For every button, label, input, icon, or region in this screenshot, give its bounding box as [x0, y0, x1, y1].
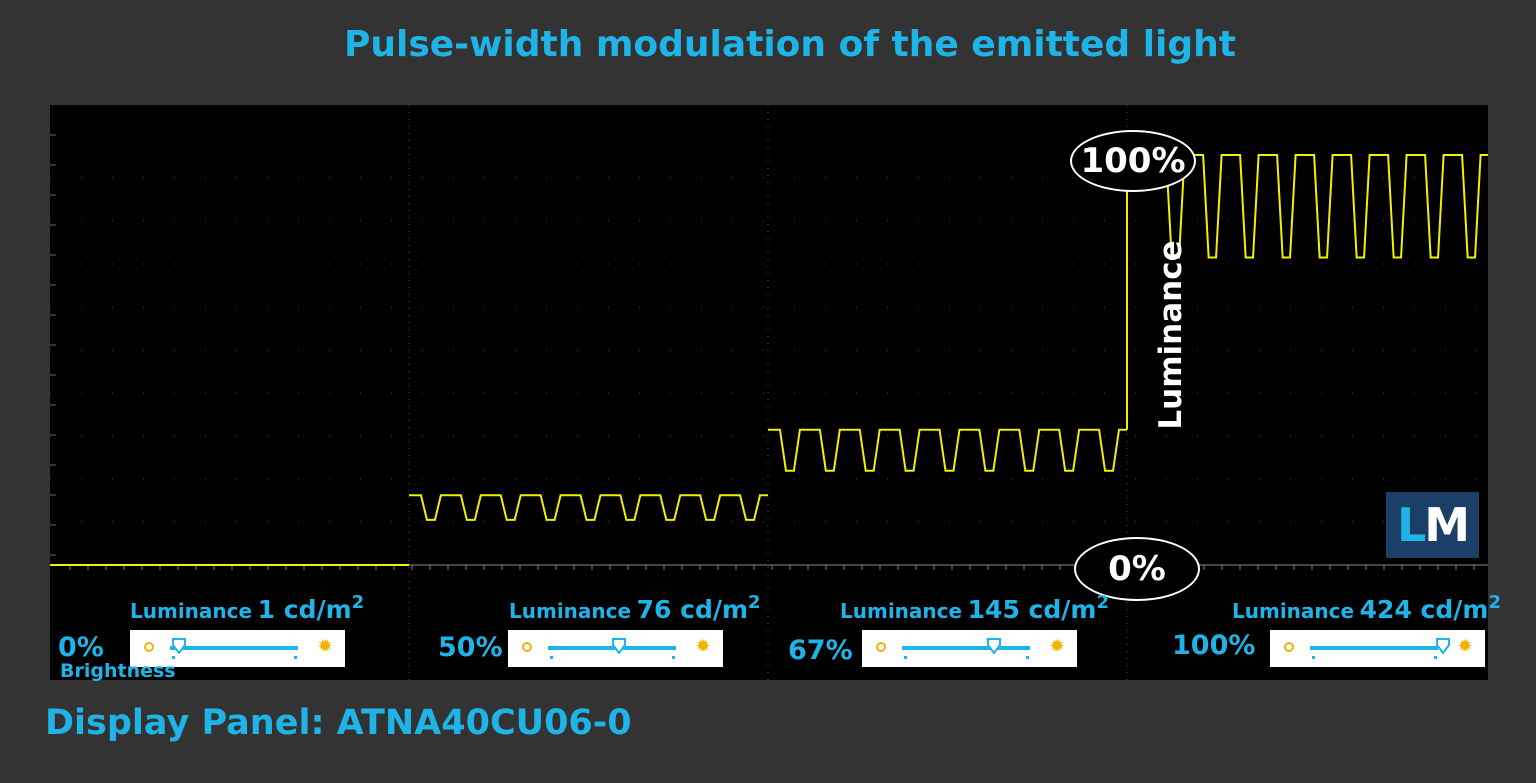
luminance-word: Luminance	[130, 599, 253, 623]
slider-tick	[294, 656, 297, 659]
y-axis-label: Luminance	[1153, 240, 1189, 430]
oscilloscope-plot: Luminance 100% 0% LM Luminance 1 cd/m2 0…	[50, 105, 1501, 682]
brightness-percent-3: 100%	[1172, 630, 1256, 661]
low-brightness-icon	[144, 642, 154, 652]
luminance-label-0: Luminance 1 cd/m2	[130, 591, 365, 624]
brightness-percent-0: 0%	[58, 632, 104, 663]
brightness-slider-1: ✹	[508, 630, 723, 667]
luminance-word: Luminance	[840, 599, 963, 623]
trace-segment-2	[768, 428, 1127, 472]
lm-logo: LM	[1386, 492, 1479, 558]
luminance-value: 145 cd/m	[967, 595, 1097, 624]
slider-tick	[904, 656, 907, 659]
slider-track	[548, 646, 676, 650]
high-brightness-icon: ✹	[1457, 636, 1473, 657]
slider-track	[1310, 646, 1438, 650]
luminance-label-3: Luminance 424 cd/m2	[1232, 591, 1501, 624]
brightness-caption: Brightness	[60, 660, 176, 682]
low-brightness-icon	[522, 642, 532, 652]
trace-segment-3	[1126, 154, 1488, 430]
slider-tick	[172, 656, 175, 659]
brightness-percent-2: 67%	[788, 635, 853, 666]
luminance-label-1: Luminance 76 cd/m2	[509, 591, 761, 624]
unit-exponent: 2	[1488, 591, 1501, 613]
unit-exponent: 2	[748, 591, 761, 613]
slider-track	[902, 646, 1030, 650]
luminance-value: 1 cd/m	[257, 595, 352, 624]
slider-tick	[1312, 656, 1315, 659]
luminance-value: 424 cd/m	[1359, 595, 1489, 624]
plot-svg	[50, 105, 1488, 680]
low-brightness-icon	[1284, 642, 1294, 652]
slider-tick	[550, 656, 553, 659]
marker-100-percent: 100%	[1070, 130, 1196, 192]
luminance-value: 76 cd/m	[636, 595, 749, 624]
high-brightness-icon: ✹	[317, 636, 333, 657]
slider-track	[170, 646, 298, 650]
low-brightness-icon	[876, 642, 886, 652]
luminance-word: Luminance	[1232, 599, 1355, 623]
unit-exponent: 2	[351, 591, 365, 613]
luminance-word: Luminance	[509, 599, 632, 623]
brightness-slider-0: ✹	[130, 630, 345, 667]
brightness-slider-3: ✹	[1270, 630, 1485, 667]
high-brightness-icon: ✹	[695, 636, 711, 657]
brightness-percent-1: 50%	[438, 632, 503, 663]
brightness-slider-2: ✹	[862, 630, 1077, 667]
trace-segment-1	[409, 494, 768, 521]
luminance-label-2: Luminance 145 cd/m2	[840, 591, 1109, 624]
marker-0-percent: 0%	[1074, 537, 1200, 601]
high-brightness-icon: ✹	[1049, 636, 1065, 657]
display-panel-label: Display Panel: ATNA40CU06-0	[45, 703, 632, 743]
slider-tick	[1434, 656, 1437, 659]
unit-exponent: 2	[1096, 591, 1109, 613]
slider-tick	[1026, 656, 1029, 659]
page-title: Pulse-width modulation of the emitted li…	[343, 24, 1236, 65]
logo-letter-l: L	[1396, 498, 1426, 552]
logo-letter-m: M	[1424, 498, 1470, 552]
slider-tick	[672, 656, 675, 659]
